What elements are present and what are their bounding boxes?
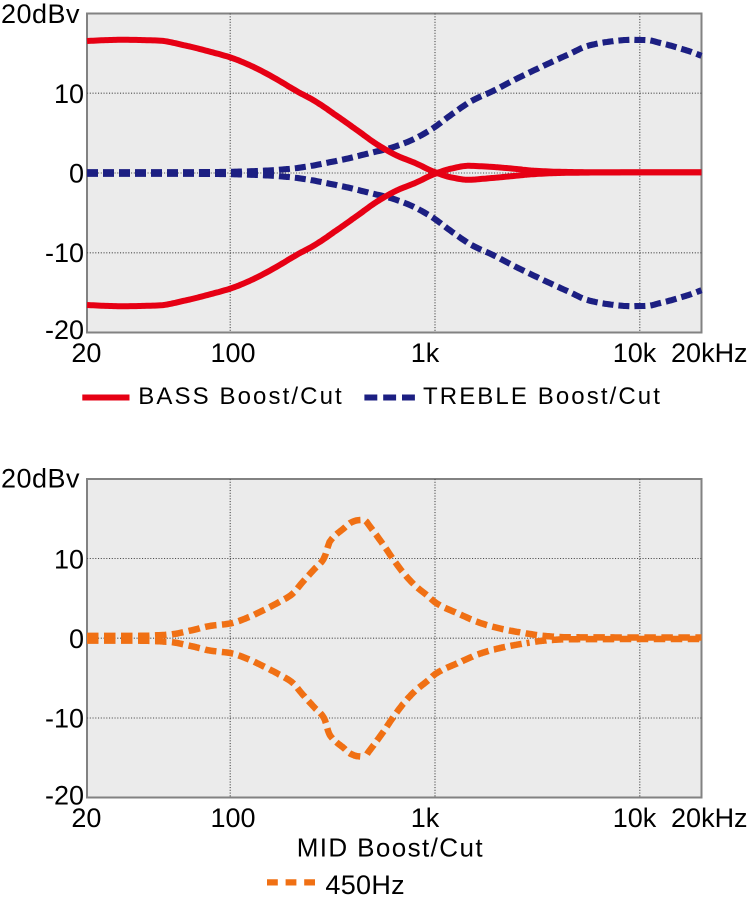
svg-text:-20: -20 <box>45 780 84 810</box>
svg-text:-10: -10 <box>45 238 84 268</box>
svg-text:0: 0 <box>69 159 84 189</box>
svg-text:450Hz: 450Hz <box>325 870 405 900</box>
svg-text:10: 10 <box>54 79 84 109</box>
svg-text:BASS Boost/Cut: BASS Boost/Cut <box>138 383 343 410</box>
svg-text:20kHz: 20kHz <box>671 803 748 833</box>
svg-text:20: 20 <box>71 803 101 833</box>
svg-text:TREBLE Boost/Cut: TREBLE Boost/Cut <box>423 383 662 410</box>
svg-text:10k: 10k <box>613 338 657 368</box>
svg-text:10: 10 <box>54 545 84 575</box>
svg-text:-20: -20 <box>45 315 84 345</box>
svg-text:20dBv: 20dBv <box>1 463 80 493</box>
svg-text:20dBv: 20dBv <box>1 0 80 29</box>
svg-text:1k: 1k <box>411 338 440 368</box>
svg-text:20kHz: 20kHz <box>671 338 748 368</box>
svg-text:MID Boost/Cut: MID Boost/Cut <box>297 833 484 863</box>
svg-text:20: 20 <box>71 338 101 368</box>
svg-text:10k: 10k <box>613 803 657 833</box>
svg-text:1k: 1k <box>411 803 440 833</box>
svg-text:-10: -10 <box>45 704 84 734</box>
svg-text:0: 0 <box>69 624 84 654</box>
svg-text:100: 100 <box>210 803 255 833</box>
svg-text:100: 100 <box>210 338 255 368</box>
